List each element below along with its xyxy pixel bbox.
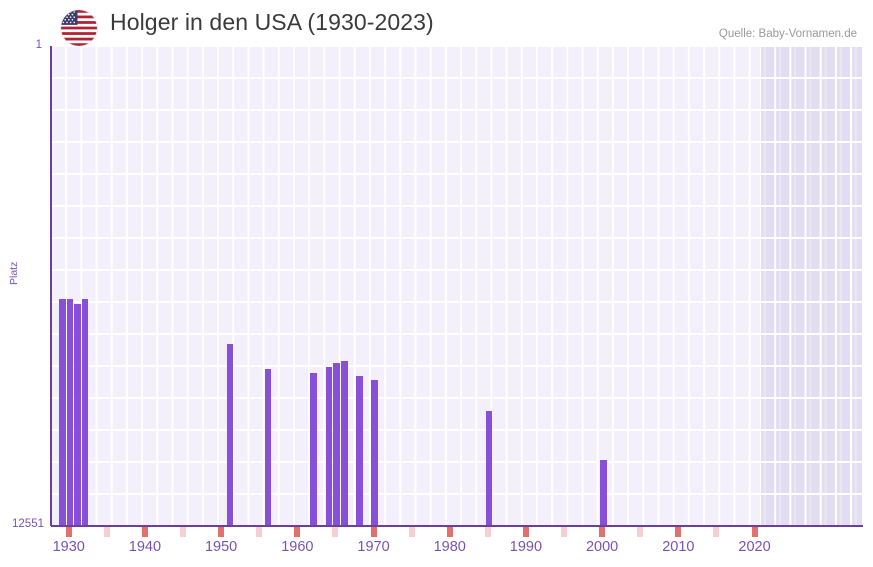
x-axis-label-2020: 2020 (738, 539, 771, 555)
bar-1962 (310, 372, 318, 526)
x-axis-label-1970: 1970 (357, 539, 390, 555)
x-axis-label-1930: 1930 (52, 539, 85, 555)
x-tick-1965 (332, 527, 339, 537)
x-tick-1980 (446, 527, 453, 537)
x-axis-label-1980: 1980 (433, 539, 466, 555)
x-tick-1930 (65, 527, 72, 537)
x-tick-1970 (370, 527, 377, 537)
bar-1932 (81, 299, 89, 526)
bar-1931 (74, 303, 81, 526)
x-tick-2010 (675, 527, 682, 537)
x-tick-1935 (103, 527, 110, 537)
bar-1956 (264, 368, 272, 526)
y-axis-title: Platz (8, 261, 20, 285)
source-attribution: Quelle: Baby-Vornamen.de (718, 28, 857, 40)
x-tick-1940 (141, 527, 148, 537)
x-axis-line (51, 525, 863, 527)
bar-1985 (485, 410, 493, 526)
bar-1966 (340, 360, 348, 526)
chart-shaded-future-region (759, 46, 862, 526)
x-tick-1995 (561, 527, 568, 537)
bar-1965 (333, 363, 340, 526)
y-axis-label-bottom: 12551 (12, 518, 44, 530)
x-axis-label-1960: 1960 (281, 539, 314, 555)
y-axis-label-top: 1 (35, 39, 42, 51)
x-tick-2000 (599, 527, 606, 537)
x-tick-1955 (256, 527, 263, 537)
x-tick-1990 (522, 527, 529, 537)
x-tick-2015 (713, 527, 720, 537)
chart-header: Holger in den USA (1930-2023) Quelle: Ba… (0, 0, 873, 46)
chart-gridlines (51, 46, 862, 526)
chart-shaded-gridlines (759, 46, 862, 526)
x-tick-2005 (637, 527, 644, 537)
y-axis-line (50, 46, 52, 526)
x-axis-label-1950: 1950 (204, 539, 238, 555)
bar-2000 (600, 460, 607, 526)
x-axis-label-1990: 1990 (509, 539, 543, 555)
x-tick-1945 (180, 527, 187, 537)
x-tick-1960 (294, 527, 301, 537)
x-tick-1985 (484, 527, 491, 537)
bar-1930 (66, 299, 74, 526)
bar-1964 (325, 366, 333, 526)
x-tick-1950 (218, 527, 225, 537)
chart-plot-area (51, 46, 862, 526)
x-axis-label-2000: 2000 (585, 539, 619, 555)
x-tick-2020 (751, 527, 758, 537)
page-title: Holger in den USA (1930-2023) (110, 9, 434, 35)
bar-1929 (59, 299, 66, 526)
x-axis-label-1940: 1940 (128, 539, 162, 555)
bar-1951 (226, 344, 234, 526)
x-axis-label-2010: 2010 (662, 539, 695, 555)
bar-1968 (356, 375, 363, 526)
x-tick-1975 (408, 527, 415, 537)
us-flag-icon (61, 10, 97, 46)
bar-1970 (371, 380, 379, 526)
